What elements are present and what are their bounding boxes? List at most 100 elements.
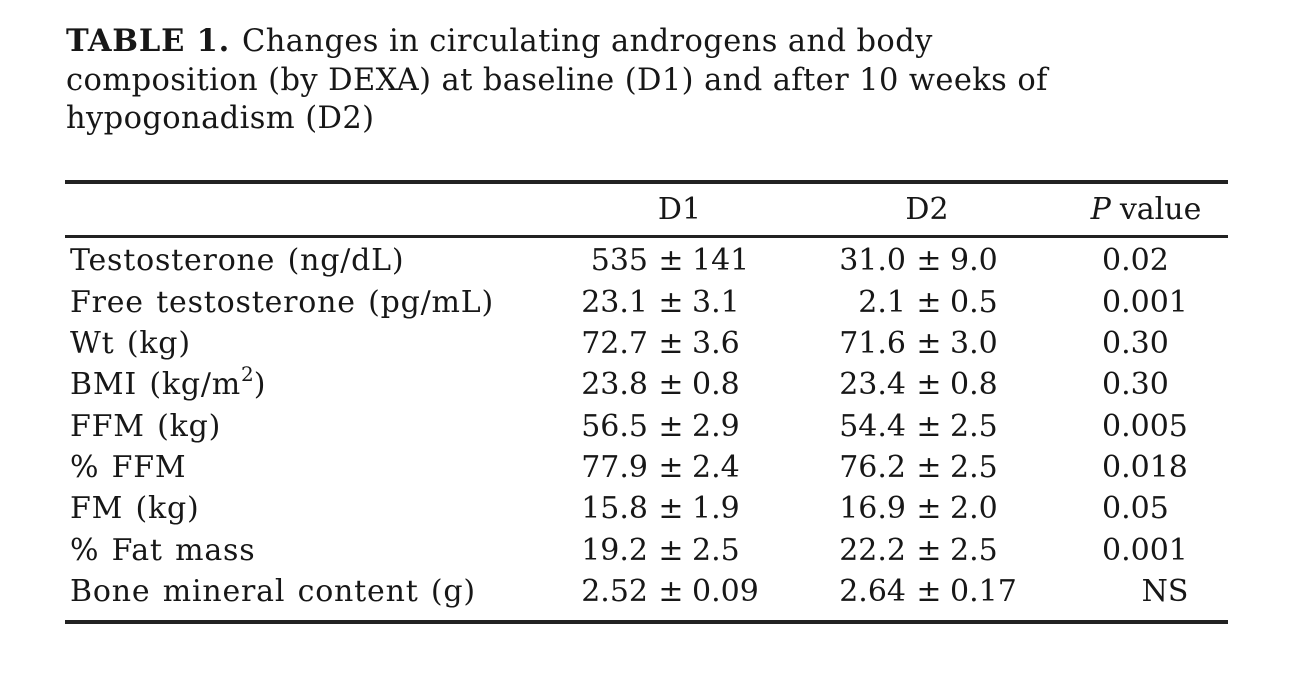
row-label: FFM (kg) [65,409,579,444]
d2-mean-value: 2.1 [858,284,906,320]
caption-line-1: TABLE 1. Changes in circulating androgens… [66,22,1229,62]
d1-mean-value: 23.8 [581,367,648,403]
row-label: Testosterone (ng/dL) [65,243,579,278]
table-number: TABLE 1. [66,23,231,59]
d2-sd-value: 2.0 [950,491,998,527]
d1-sd-value: 3.1 [692,284,740,320]
plus-minus-sign: ± [916,532,942,568]
d1-mean-value: 56.5 [581,408,648,444]
row-label: BMI (kg/m2) [65,364,579,403]
p-value: 0.02 [1102,243,1169,279]
d2-sd-value: 2.5 [950,532,998,568]
d2-sd-value: 2.5 [950,449,998,485]
plus-minus-sign: ± [916,573,942,609]
rule-below-header [65,235,1228,238]
d2-sd-value: 0.8 [950,367,998,403]
d2-sd-value: 0.5 [950,284,998,320]
caption-line-2: composition (by DEXA) at baseline (D1) a… [66,62,1048,98]
column-header-d1: D1 [657,192,702,227]
d2-mean-value: 16.9 [839,491,906,527]
plus-minus-sign: ± [916,325,942,361]
d2-mean-value: 54.4 [839,408,906,444]
p-value: 0.30 [1102,325,1169,361]
pvalue-p-italic: P [1090,192,1111,227]
row-label-text: % FFM [70,449,187,485]
pvalue-rest: value [1119,192,1202,227]
row-label-text: BMI (kg/m [70,367,241,403]
column-header-d2: D2 [905,192,949,227]
row-label-text: Wt (kg) [70,325,191,361]
d1-sd-value: 1.9 [692,491,740,527]
plus-minus-sign: ± [658,573,684,609]
p-value: 0.30 [1102,367,1169,403]
plus-minus-sign: ± [658,449,684,485]
p-value: 0.001 [1102,532,1188,568]
d2-sd-value: 0.17 [950,573,1017,609]
row-label-text: Bone mineral content (g) [70,573,476,609]
row-label-suffix: ) [253,367,267,403]
d1-mean-value: 23.1 [581,284,648,320]
row-label: % FFM [65,450,579,485]
plus-minus-sign: ± [658,243,684,279]
d2-mean-value: 23.4 [839,367,906,403]
d1-sd-value: 2.4 [692,449,740,485]
caption-line-3: hypogonadism (D2) [66,101,375,136]
row-label-text: FM (kg) [70,491,200,527]
plus-minus-sign: ± [658,532,684,568]
rule-bottom [65,620,1228,625]
plus-minus-sign: ± [916,367,942,403]
rule-top [65,180,1228,184]
d1-mean-value: 2.52 [581,573,648,609]
row-label: Free testosterone (pg/mL) [65,285,579,320]
row-label-superscript: 2 [241,362,254,387]
plus-minus-sign: ± [916,449,942,485]
d2-mean-value: 31.0 [839,243,906,279]
d1-mean-value: 72.7 [581,325,648,361]
table-body: Testosterone (ng/dL) 535 ± 141 31.0 ± 9.… [65,238,1228,620]
p-value: NS [1141,573,1189,609]
p-value: 0.018 [1102,449,1188,485]
d1-sd-value: 2.9 [692,408,740,444]
row-label-text: Testosterone (ng/dL) [70,243,405,279]
plus-minus-sign: ± [658,367,684,403]
plus-minus-sign: ± [658,284,684,320]
caption-line-1-text: Changes in circulating androgens and bod… [242,24,933,59]
d1-sd-value: 2.5 [692,532,740,568]
plus-minus-sign: ± [916,491,942,527]
d2-mean-value: 22.2 [839,532,906,568]
d2-mean-value: 76.2 [839,449,906,485]
d1-sd-value: 3.6 [692,325,740,361]
plus-minus-sign: ± [658,408,684,444]
d1-mean-value: 19.2 [581,532,648,568]
row-label: % Fat mass [65,533,579,568]
d1-mean-value: 535 [590,243,648,279]
p-value: 0.05 [1102,491,1169,527]
p-value: 0.005 [1102,408,1188,444]
plus-minus-sign: ± [916,243,942,279]
plus-minus-sign: ± [916,408,942,444]
d2-sd-value: 3.0 [950,325,998,361]
row-label-text: FFM (kg) [70,408,222,444]
row-label: Bone mineral content (g) [65,574,579,609]
d2-sd-value: 2.5 [950,408,998,444]
p-value: 0.001 [1102,284,1188,320]
table-caption: TABLE 1. Changes in circulating androgens… [66,22,1229,139]
d2-mean-value: 2.64 [839,573,906,609]
row-label: Wt (kg) [65,326,579,361]
d1-mean-value: 15.8 [581,491,648,527]
row-label: FM (kg) [65,491,579,526]
d1-sd-value: 141 [692,243,750,279]
row-label-text: % Fat mass [70,532,256,568]
d2-sd-value: 9.0 [950,243,998,279]
d1-sd-value: 0.8 [692,367,740,403]
plus-minus-sign: ± [916,284,942,320]
d2-mean-value: 71.6 [839,325,906,361]
plus-minus-sign: ± [658,491,684,527]
d1-sd-value: 0.09 [692,573,759,609]
plus-minus-sign: ± [658,325,684,361]
row-label-text: Free testosterone (pg/mL) [70,284,495,320]
